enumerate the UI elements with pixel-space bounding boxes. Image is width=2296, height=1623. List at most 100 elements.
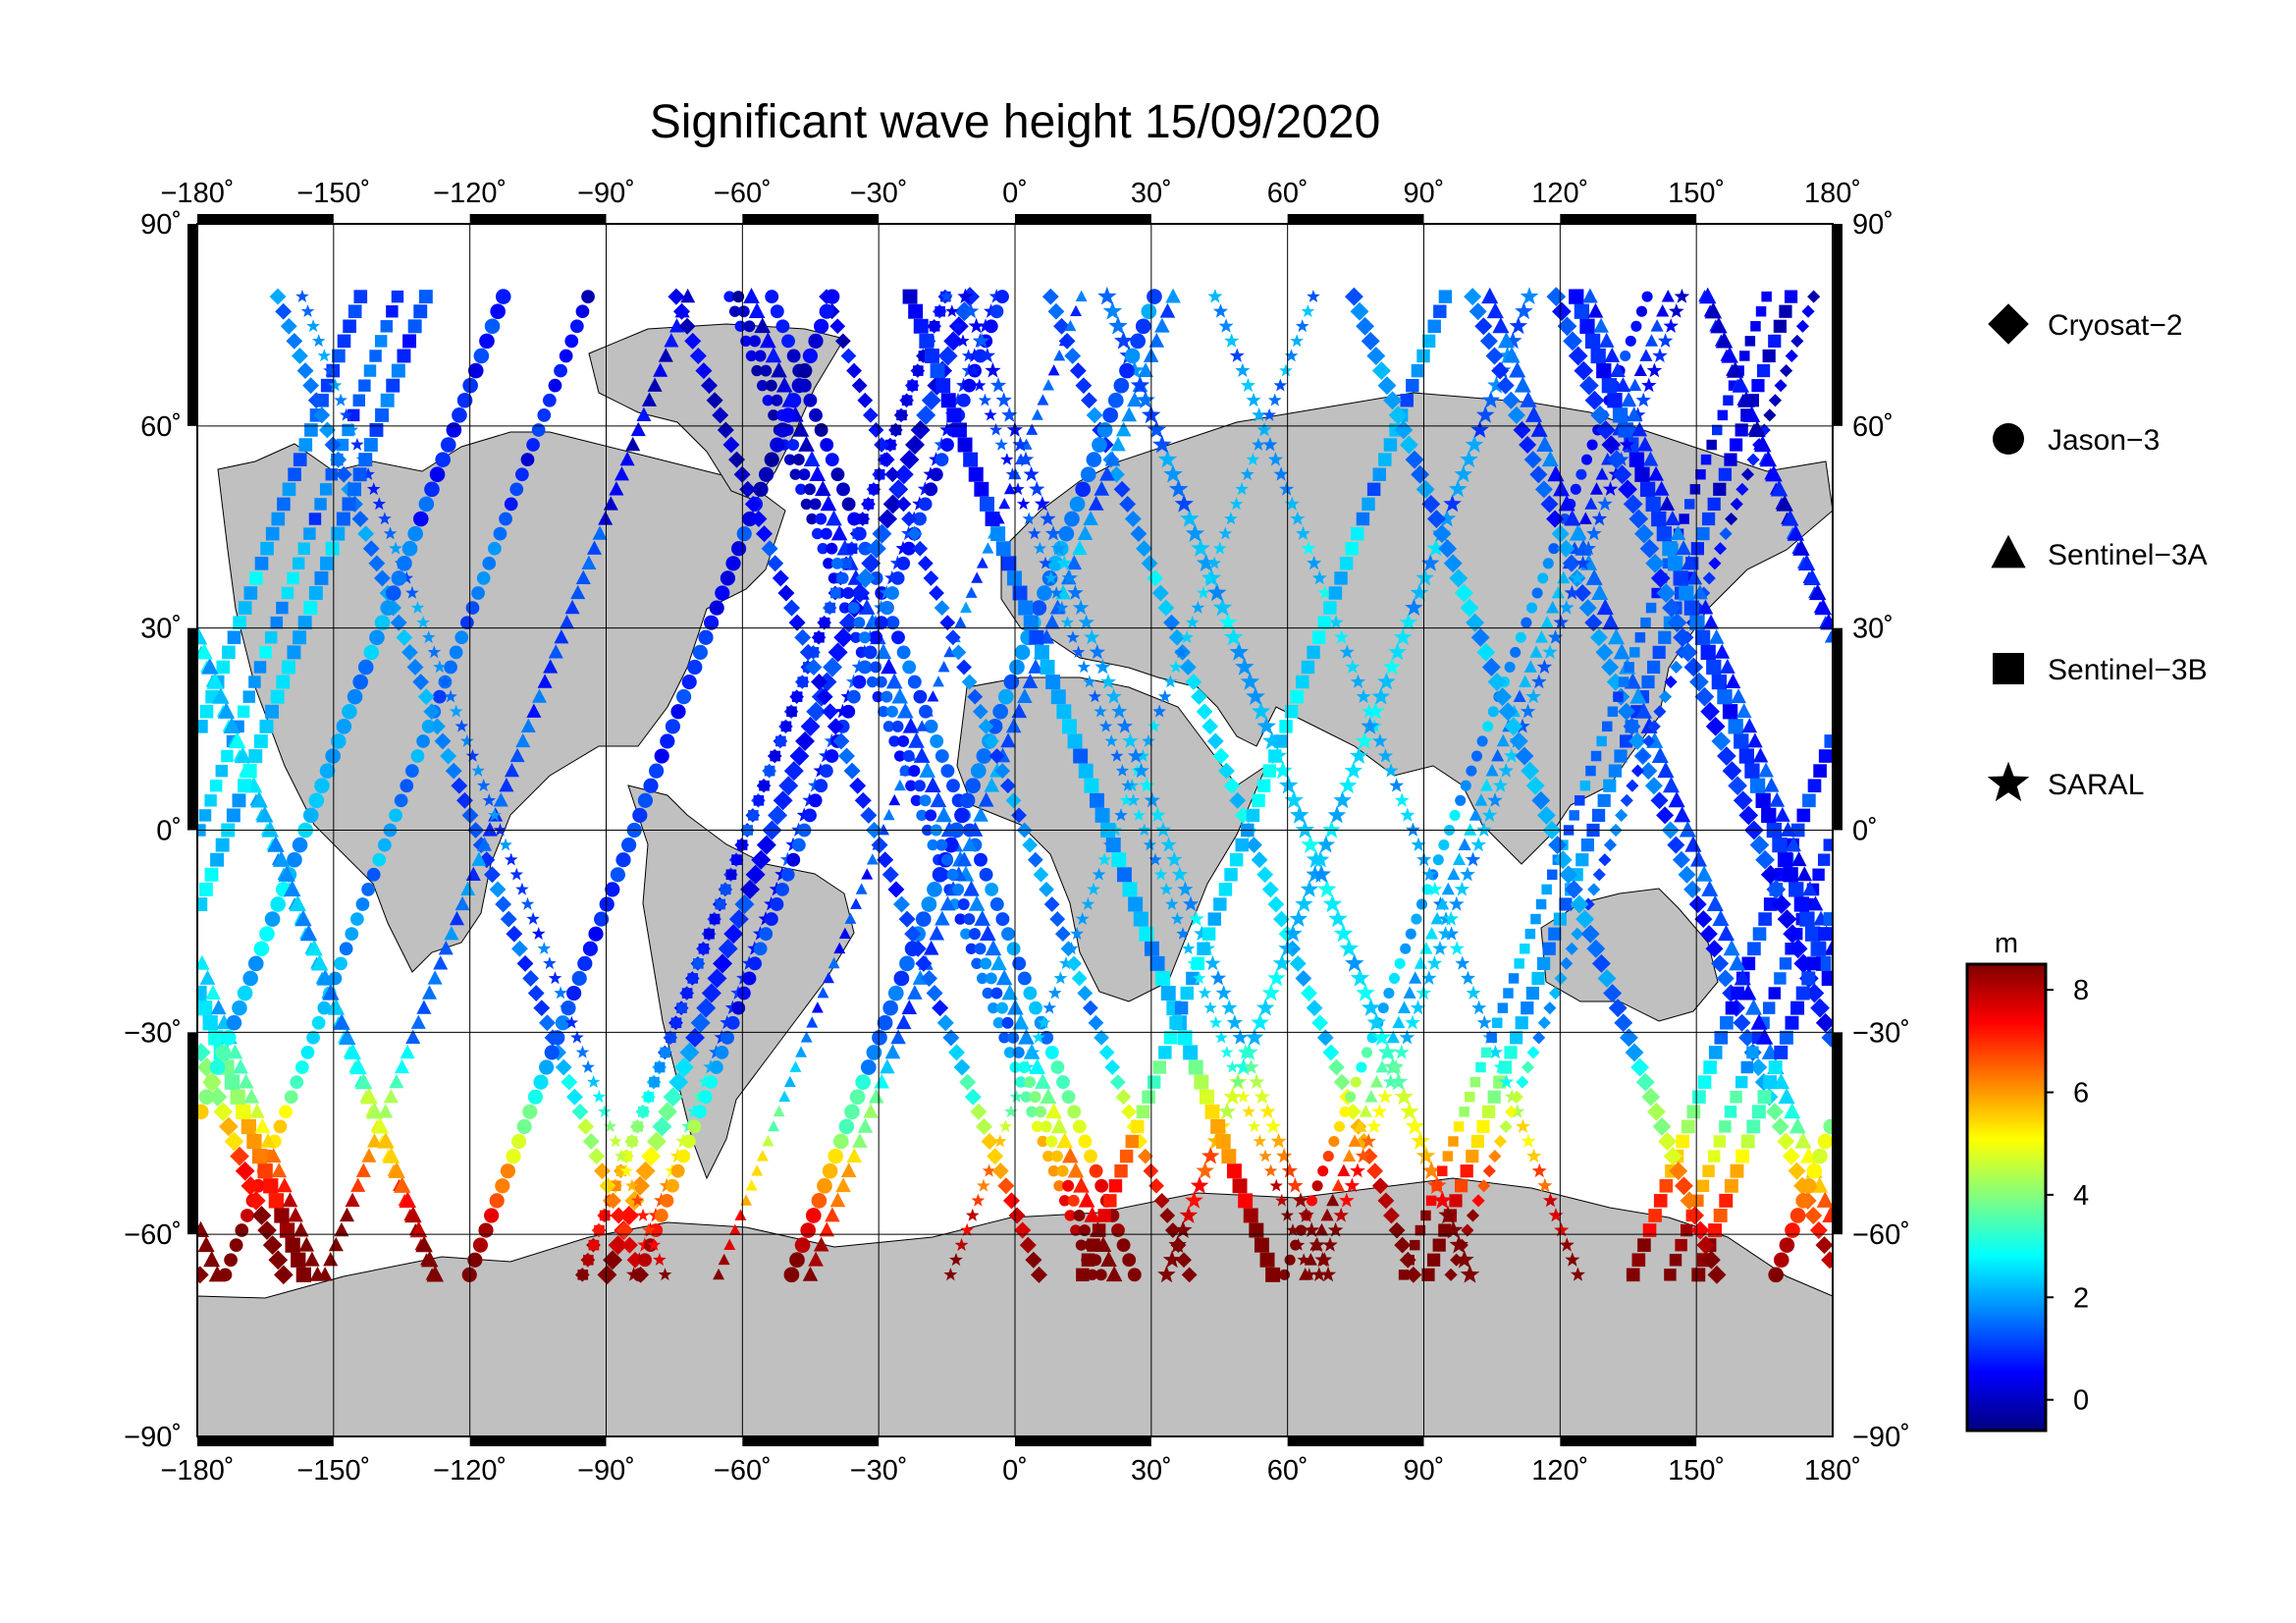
track-point	[581, 1059, 595, 1073]
track-point	[1400, 943, 1412, 954]
track-point	[1425, 1195, 1437, 1207]
track-point	[1344, 287, 1363, 306]
track-point	[1659, 1178, 1674, 1193]
track-point	[504, 762, 520, 778]
track-point	[1137, 1148, 1153, 1164]
track-point	[626, 1136, 638, 1147]
track-point	[778, 1090, 791, 1103]
track-point	[444, 660, 457, 675]
track-point	[1602, 721, 1613, 732]
track-point	[1557, 539, 1575, 558]
track-point	[1056, 1164, 1069, 1177]
track-point	[1537, 1177, 1553, 1193]
track-point	[1196, 553, 1216, 572]
track-point	[1268, 749, 1282, 763]
track-point	[427, 970, 443, 985]
track-point	[1769, 791, 1786, 807]
track-point	[1405, 450, 1424, 469]
track-point	[748, 335, 761, 348]
track-point	[1623, 717, 1641, 735]
track-point	[929, 925, 945, 941]
track-point	[832, 1133, 849, 1150]
track-point	[875, 676, 887, 688]
track-point	[489, 1193, 505, 1209]
track-point	[265, 1148, 282, 1163]
track-point	[1115, 421, 1132, 437]
track-point	[1470, 420, 1489, 438]
track-point	[1634, 523, 1654, 544]
track-point	[234, 746, 252, 764]
track-point	[533, 1074, 549, 1090]
track-point	[1301, 540, 1316, 556]
track-point	[1553, 850, 1573, 870]
track-point	[1344, 1103, 1362, 1120]
track-point	[1597, 496, 1613, 512]
track-point	[1698, 287, 1717, 304]
track-point	[1680, 1191, 1699, 1211]
lon-tick-label: −150˚	[296, 178, 370, 209]
track-point	[261, 820, 280, 838]
track-point	[939, 615, 956, 631]
track-point	[1612, 464, 1632, 485]
track-point	[995, 969, 1013, 986]
track-point	[1493, 1059, 1509, 1074]
track-point	[765, 379, 777, 392]
track-point	[1053, 1180, 1065, 1192]
track-point	[1644, 334, 1659, 347]
track-point	[1676, 1134, 1689, 1149]
track-point	[520, 896, 535, 910]
track-point	[1738, 1028, 1757, 1047]
track-point	[522, 970, 540, 987]
track-point	[1487, 673, 1507, 691]
track-point	[282, 1192, 298, 1208]
track-point	[836, 482, 850, 497]
track-point	[879, 452, 895, 468]
track-point	[1333, 923, 1354, 943]
track-point	[363, 644, 380, 661]
track-point	[1143, 838, 1157, 851]
track-point	[1739, 351, 1750, 361]
track-point	[872, 690, 883, 703]
track-point	[1634, 632, 1646, 643]
track-point	[471, 764, 485, 777]
track-point	[385, 585, 401, 601]
track-point	[1485, 347, 1504, 365]
track-point	[1784, 1102, 1801, 1119]
track-point	[1466, 765, 1477, 777]
track-point	[366, 482, 381, 496]
track-point	[1142, 1090, 1155, 1104]
track-point	[764, 912, 778, 926]
track-point	[1003, 482, 1016, 495]
track-point	[913, 512, 927, 526]
lon-tick-label: 180˚	[1804, 1455, 1861, 1487]
track-point	[743, 320, 756, 333]
track-point	[795, 483, 807, 496]
track-point	[1334, 629, 1350, 644]
lon-tick-label: 180˚	[1804, 178, 1861, 209]
track-point	[1724, 1178, 1738, 1193]
track-point	[543, 659, 559, 674]
track-point	[1394, 1044, 1410, 1059]
track-point	[1242, 1105, 1255, 1117]
track-point	[885, 673, 903, 689]
track-point	[935, 378, 951, 394]
track-point	[1262, 764, 1276, 778]
track-point	[1235, 657, 1255, 676]
track-point	[1680, 1223, 1693, 1237]
track-point	[1139, 926, 1154, 942]
track-point	[906, 525, 923, 542]
track-point	[1141, 555, 1158, 572]
track-point	[1405, 1116, 1425, 1135]
track-point	[881, 690, 893, 703]
track-point	[1289, 909, 1308, 927]
track-point	[1714, 643, 1731, 659]
track-point	[1018, 600, 1034, 616]
track-point	[1155, 970, 1171, 986]
track-point	[919, 333, 934, 349]
track-point	[495, 1178, 510, 1194]
track-point	[1066, 955, 1082, 972]
track-point	[1491, 748, 1505, 762]
track-point	[1327, 805, 1347, 824]
track-point	[653, 1253, 667, 1266]
track-point	[916, 405, 936, 425]
